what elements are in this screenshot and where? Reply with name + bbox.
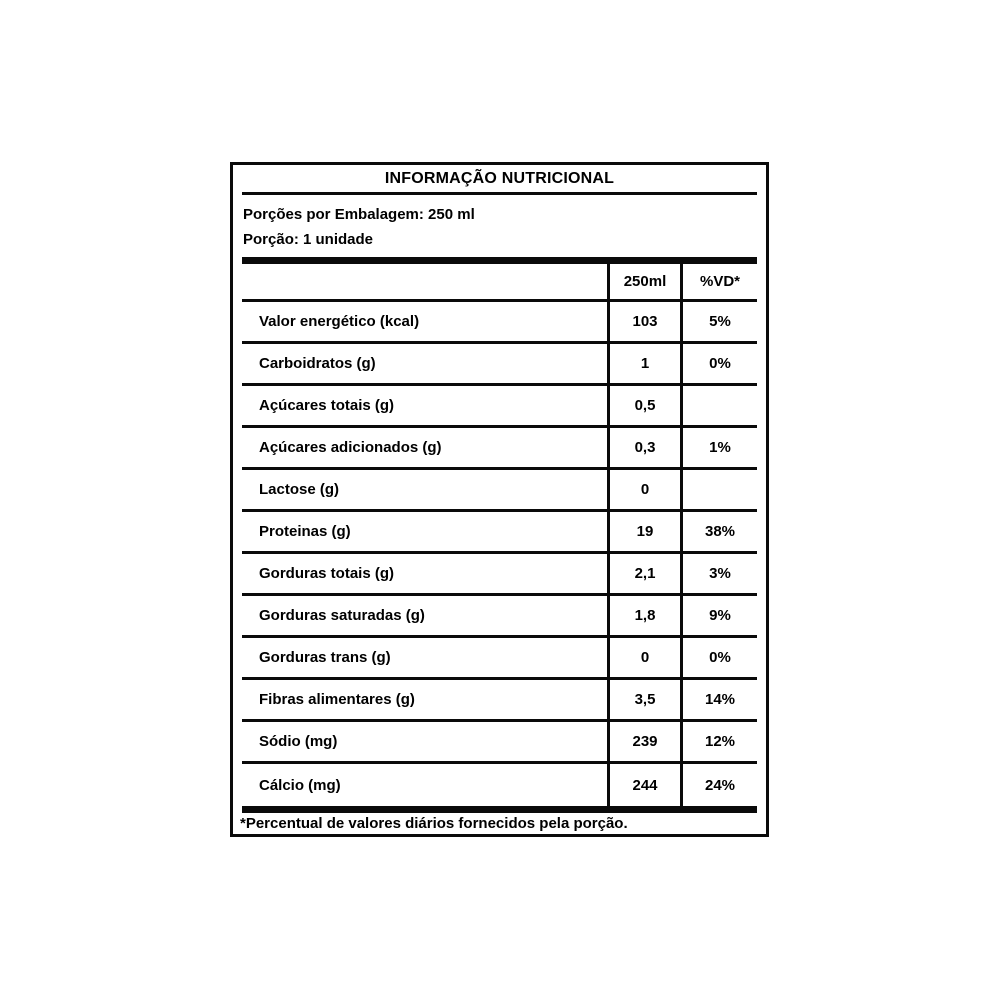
table-row: Valor energético (kcal) 103 5% [242, 302, 757, 344]
nutrient-name: Açúcares totais (g) [259, 397, 395, 414]
column-header-amount: 250ml [607, 264, 680, 299]
nutrient-name: Proteinas (g) [259, 523, 351, 540]
nutrient-amount: 1,8 [607, 596, 680, 635]
table-header-row: 250ml %VD* [242, 264, 757, 302]
nutrient-name: Gorduras trans (g) [259, 649, 391, 666]
nutrient-name: Sódio (mg) [259, 733, 338, 750]
table-bottom-bar [242, 806, 757, 813]
nutrient-dv [680, 470, 757, 509]
nutrition-label: INFORMAÇÃO NUTRICIONAL Porções por Embal… [230, 162, 769, 837]
nutrient-amount: 2,1 [607, 554, 680, 593]
nutrient-name: Gorduras saturadas (g) [259, 607, 425, 624]
table-row: Gorduras trans (g) 0 0% [242, 638, 757, 680]
nutrient-amount: 0 [607, 470, 680, 509]
nutrient-amount: 1 [607, 344, 680, 383]
nutrient-name: Lactose (g) [259, 481, 340, 498]
nutrient-dv: 9% [680, 596, 757, 635]
nutrition-table: 250ml %VD* Valor energético (kcal) 103 5… [242, 264, 757, 806]
nutrient-dv: 14% [680, 680, 757, 719]
nutrient-dv: 24% [680, 764, 757, 806]
nutrient-dv: 0% [680, 344, 757, 383]
column-header-empty [242, 264, 607, 299]
table-row: Fibras alimentares (g) 3,5 14% [242, 680, 757, 722]
nutrient-amount: 0,3 [607, 428, 680, 467]
table-row: Açúcares adicionados (g) 0,3 1% [242, 428, 757, 470]
nutrient-dv: 38% [680, 512, 757, 551]
nutrient-dv: 12% [680, 722, 757, 761]
nutrient-amount: 244 [607, 764, 680, 806]
nutrient-amount: 103 [607, 302, 680, 341]
nutrient-dv: 5% [680, 302, 757, 341]
nutrient-name: Fibras alimentares (g) [259, 691, 415, 708]
table-row: Lactose (g) 0 [242, 470, 757, 512]
nutrient-amount: 3,5 [607, 680, 680, 719]
serving-info: Porções por Embalagem: 250 ml Porção: 1 … [233, 195, 766, 257]
title-divider [242, 192, 757, 195]
footnote: *Percentual de valores diários fornecido… [240, 815, 628, 832]
nutrient-name: Valor energético (kcal) [259, 313, 420, 330]
table-row: Sódio (mg) 239 12% [242, 722, 757, 764]
nutrient-dv: 0% [680, 638, 757, 677]
nutrient-dv: 3% [680, 554, 757, 593]
table-row: Gorduras saturadas (g) 1,8 9% [242, 596, 757, 638]
nutrient-amount: 239 [607, 722, 680, 761]
nutrient-name: Açúcares adicionados (g) [259, 439, 442, 456]
table-row: Carboidratos (g) 1 0% [242, 344, 757, 386]
nutrient-dv [680, 386, 757, 425]
nutrient-name: Cálcio (mg) [259, 776, 341, 794]
column-header-dv: %VD* [680, 264, 757, 299]
nutrient-amount: 0 [607, 638, 680, 677]
nutrient-name: Gorduras totais (g) [259, 565, 395, 582]
nutrient-name: Carboidratos (g) [259, 355, 376, 372]
table-top-bar [242, 257, 757, 264]
nutrient-dv: 1% [680, 428, 757, 467]
table-row: Cálcio (mg) 244 24% [242, 764, 757, 806]
table-row: Gorduras totais (g) 2,1 3% [242, 554, 757, 596]
servings-per-package: Porções por Embalagem: 250 ml [243, 205, 475, 223]
table-row: Açúcares totais (g) 0,5 [242, 386, 757, 428]
nutrient-amount: 0,5 [607, 386, 680, 425]
table-row: Proteinas (g) 19 38% [242, 512, 757, 554]
nutrient-amount: 19 [607, 512, 680, 551]
label-title: INFORMAÇÃO NUTRICIONAL [384, 169, 615, 187]
serving-size: Porção: 1 unidade [243, 231, 374, 249]
